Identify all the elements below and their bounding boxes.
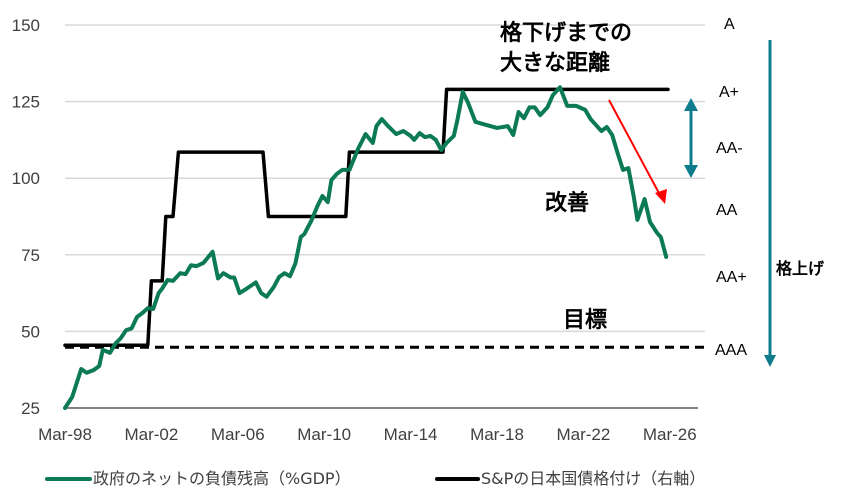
rating-label-aaa: AAA [715, 342, 747, 359]
rating-label-a-plus: A+ [719, 84, 739, 101]
teal-upgrade-arrow-icon [764, 40, 776, 367]
x-tick-label: Mar-02 [124, 425, 178, 444]
legend: 政府のネットの負債残高（%GDP） S&Pの日本国債格付け（右軸） [45, 469, 705, 488]
red-down-arrow-icon [608, 99, 667, 204]
x-tick-label: Mar-06 [211, 425, 265, 444]
annotation-distance-line2: 大きな距離 [500, 50, 610, 76]
sp-rating-line [63, 87, 670, 347]
legend-label-sp-rating: S&Pの日本国債格付け（右軸） [481, 469, 705, 488]
y-tick-label: 150 [12, 16, 40, 35]
x-tick-label: Mar-14 [384, 425, 438, 444]
annotation-target: 目標 [563, 308, 607, 333]
legend-label-net-debt: 政府のネットの負債残高（%GDP） [93, 469, 351, 488]
y-tick-label: 125 [12, 93, 40, 112]
rating-label-aa: AA [716, 202, 738, 219]
rating-label-aa-plus: AA+ [716, 269, 747, 286]
rating-label-aa-minus: AA- [716, 140, 743, 157]
net-debt-line [63, 85, 669, 410]
data-points [64, 87, 669, 409]
annotation-improvement: 改善 [545, 190, 589, 216]
annotation-upgrade: 格上げ [776, 259, 825, 278]
x-tick-label: Mar-26 [643, 425, 697, 444]
y-tick-label: 50 [21, 322, 40, 341]
x-axis-ticks: Mar-98 Mar-02 Mar-06 Mar-10 Mar-14 Mar-18 Mar-… [38, 425, 697, 444]
x-tick-label: Mar-10 [297, 425, 351, 444]
annotation-distance-line1: 格下げまでの [500, 20, 632, 46]
y-tick-label: 100 [12, 169, 40, 188]
teal-double-arrow-icon [684, 98, 698, 178]
gridlines [65, 24, 705, 333]
x-tick-label: Mar-98 [38, 425, 92, 444]
rating-label-a: A [724, 16, 735, 33]
y-tick-label: 25 [21, 399, 40, 418]
y-axis-ticks: 150 125 100 75 50 25 [12, 16, 40, 418]
x-tick-label: Mar-18 [470, 425, 524, 444]
x-tick-label: Mar-22 [556, 425, 610, 444]
y-tick-label: 75 [21, 246, 40, 265]
